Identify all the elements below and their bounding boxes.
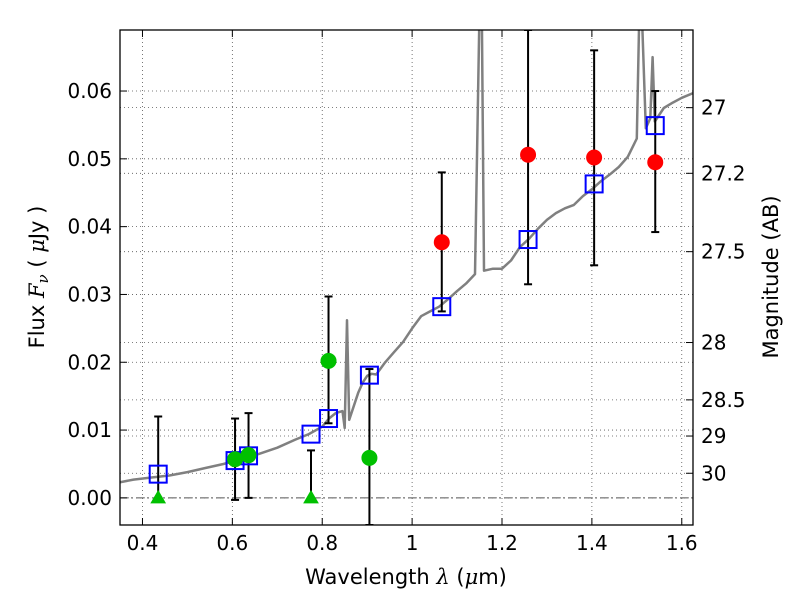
y-tick-label: 0.05 [67,147,112,171]
y2-tick-label: 27.2 [701,161,746,185]
x-tick-label: 1.4 [576,531,608,555]
y-tick-label: 0.03 [67,282,112,306]
observed-point [586,149,603,166]
plot-frame [119,29,694,526]
model-spectrum [120,30,693,484]
y2-axis-label: Magnitude (AB) [759,195,783,358]
spectrum-line [120,30,693,484]
model-square [584,174,604,194]
grid [120,30,693,525]
x-tick-label: 1 [406,531,419,555]
x-tick-label: 0.6 [216,531,248,555]
observed-point [361,449,378,466]
x-tick-label: 0.8 [306,531,338,555]
y-tick-label: 0.01 [67,418,112,442]
model-square [319,409,339,429]
model-square [301,424,321,444]
model-square [518,230,538,250]
observed-point [520,146,537,163]
x-axis-label: Wavelength λ (μm) [305,565,507,589]
y2-tick-label: 28 [701,331,726,355]
y-tick-label: 0.04 [67,215,112,239]
y-tick-label: 0.00 [67,486,112,510]
model-square [432,297,452,317]
observed-point [227,451,244,468]
y-tick-label: 0.06 [67,79,112,103]
y-tick-label: 0.02 [67,350,112,374]
model-square [148,464,168,484]
observed-point [240,447,257,464]
upper-limit-triangle [150,489,167,504]
y2-tick-label: 27 [701,96,726,120]
observed-photometry [150,146,664,504]
model-square [645,116,665,136]
axis-ticks [120,30,693,525]
y2-tick-label: 29 [701,424,726,448]
tick-labels: 0.4 0.6 0.8 1 1.2 1.4 1.6 0.00 0.01 0.02 0.03 0.04 0… [67,79,745,555]
observed-point [433,234,450,251]
y2-tick-label: 28.5 [701,388,746,412]
x-tick-label: 1.2 [486,531,518,555]
x-tick-label: 1.6 [666,531,698,555]
y2-tick-label: 30 [701,461,726,485]
observed-point [647,154,664,171]
model-square [359,365,379,385]
y2-tick-label: 27.5 [701,240,746,264]
upper-limit-triangle [303,489,319,504]
observed-point [320,352,337,369]
x-tick-label: 0.4 [127,531,159,555]
y-axis-label: Flux Fν ( μJy ) [25,206,52,349]
plot-area [120,30,693,525]
